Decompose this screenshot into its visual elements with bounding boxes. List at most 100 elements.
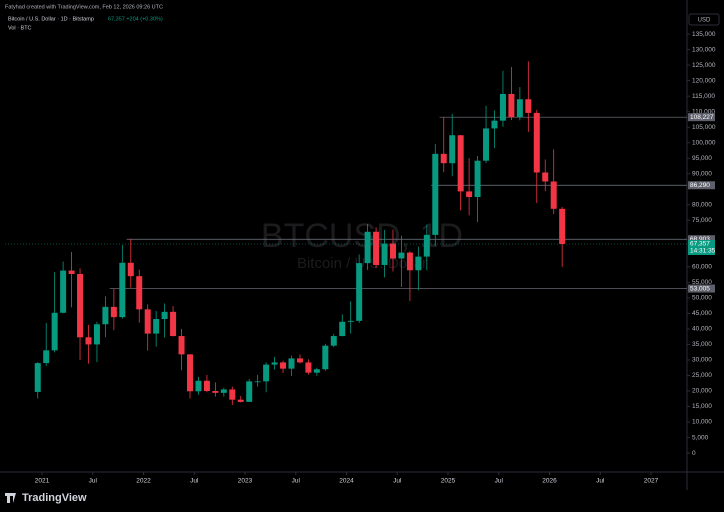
y-tick-label: 115,000 bbox=[692, 93, 715, 100]
logo-icon bbox=[5, 493, 16, 503]
x-tick-label: Jul bbox=[292, 478, 301, 485]
y-tick-label: 75,000 bbox=[692, 217, 712, 224]
candle-body bbox=[186, 354, 193, 392]
candle-body bbox=[280, 362, 287, 369]
last-price-label: 67,357 bbox=[690, 241, 710, 248]
candle-body bbox=[322, 345, 329, 370]
x-tick-label: Jul bbox=[190, 478, 199, 485]
candle-body bbox=[220, 389, 227, 393]
y-tick-label: 125,000 bbox=[692, 62, 716, 69]
candle-body bbox=[212, 390, 219, 393]
logo: TradingView bbox=[22, 492, 87, 504]
y-tick-label: 45,000 bbox=[692, 310, 712, 317]
candle-body bbox=[542, 172, 549, 182]
y-tick-label: 20,000 bbox=[692, 388, 712, 395]
y-tick-label: 100,000 bbox=[692, 139, 716, 146]
candle-body bbox=[364, 231, 371, 264]
candle-body bbox=[533, 112, 540, 173]
x-tick-label: 2024 bbox=[339, 478, 354, 485]
candle-body bbox=[440, 153, 447, 164]
candle-body bbox=[153, 318, 160, 334]
candle-body bbox=[43, 350, 50, 364]
candle-body bbox=[525, 99, 532, 113]
y-tick-label: 35,000 bbox=[692, 341, 712, 348]
countdown: 14:31:35 bbox=[690, 248, 716, 255]
candle-body bbox=[330, 336, 337, 346]
candle-body bbox=[559, 208, 566, 245]
x-tick-label: 2021 bbox=[35, 478, 50, 485]
candle-body bbox=[178, 336, 185, 355]
candle-body bbox=[93, 324, 100, 345]
x-tick-label: Jul bbox=[89, 478, 98, 485]
x-tick-label: 2026 bbox=[542, 478, 557, 485]
level-label-bg bbox=[688, 181, 715, 190]
candle-body bbox=[474, 160, 481, 198]
candle-body bbox=[68, 270, 75, 274]
currency-box[interactable] bbox=[688, 13, 720, 26]
candle-body bbox=[271, 362, 278, 365]
candle-body bbox=[432, 153, 439, 235]
credit: Fatyhad created with TradingView.com, Fe… bbox=[5, 4, 163, 10]
candle-body bbox=[356, 263, 363, 321]
y-tick-label: 50,000 bbox=[692, 295, 712, 302]
y-tick-label: 10,000 bbox=[692, 419, 712, 426]
level-label-bg bbox=[688, 113, 715, 122]
y-tick-label: 0 bbox=[692, 450, 696, 457]
level-label: 86,290 bbox=[690, 182, 710, 189]
y-tick-label: 40,000 bbox=[692, 326, 712, 333]
candle-body bbox=[373, 231, 380, 265]
candle-body bbox=[254, 381, 261, 383]
x-tick-label: Jul bbox=[393, 478, 402, 485]
candle-body bbox=[491, 120, 498, 129]
candle-body bbox=[136, 276, 143, 310]
y-tick-label: 25,000 bbox=[692, 372, 712, 379]
level-label-bg bbox=[688, 235, 715, 244]
candle-body bbox=[483, 128, 490, 161]
candle-body bbox=[77, 273, 84, 338]
candle-body bbox=[305, 362, 312, 373]
candle-body bbox=[203, 380, 210, 391]
candle-body bbox=[296, 358, 303, 363]
x-tick-label: 2022 bbox=[136, 478, 151, 485]
symbol: Bitcoin / U.S. Dollar · 1D · Bitstamp bbox=[8, 16, 94, 22]
candle-body bbox=[51, 312, 58, 351]
level-label: 53,005 bbox=[690, 285, 710, 292]
candle-body bbox=[389, 243, 396, 259]
candle-body bbox=[516, 99, 523, 118]
candle-body bbox=[229, 389, 236, 400]
candle-body bbox=[60, 270, 67, 313]
y-tick-label: 5,000 bbox=[692, 434, 709, 441]
y-tick-label: 90,000 bbox=[692, 170, 712, 177]
candle-body bbox=[85, 337, 92, 345]
volume-label: Vol · BTC bbox=[8, 25, 32, 31]
candle-body bbox=[237, 399, 244, 402]
y-tick-label: 95,000 bbox=[692, 155, 712, 162]
y-tick-label: 80,000 bbox=[692, 201, 712, 208]
candle-body bbox=[415, 256, 422, 271]
currency[interactable]: USD bbox=[698, 18, 711, 24]
candle-body bbox=[195, 380, 202, 392]
candle-body bbox=[102, 306, 109, 325]
y-tick-label: 130,000 bbox=[692, 46, 716, 53]
y-tick-label: 110,000 bbox=[692, 108, 715, 115]
candle-body bbox=[550, 181, 557, 209]
candle-body bbox=[110, 306, 117, 318]
y-tick-label: 135,000 bbox=[692, 31, 716, 38]
candle-body bbox=[466, 191, 473, 198]
candle-body bbox=[457, 135, 464, 192]
x-tick-label: 2023 bbox=[238, 478, 253, 485]
candle-body bbox=[34, 363, 41, 392]
level-label: 108,227 bbox=[690, 114, 714, 121]
candle-body bbox=[508, 93, 515, 118]
candle-body bbox=[449, 135, 456, 164]
candle-body bbox=[398, 252, 405, 259]
candle-body bbox=[246, 381, 253, 402]
candle-body bbox=[381, 243, 388, 265]
y-tick-label: 60,000 bbox=[692, 264, 712, 271]
candle-body bbox=[144, 309, 151, 334]
candle-body bbox=[161, 311, 168, 319]
candle-body bbox=[288, 358, 295, 369]
y-tick-label: 55,000 bbox=[692, 279, 712, 286]
